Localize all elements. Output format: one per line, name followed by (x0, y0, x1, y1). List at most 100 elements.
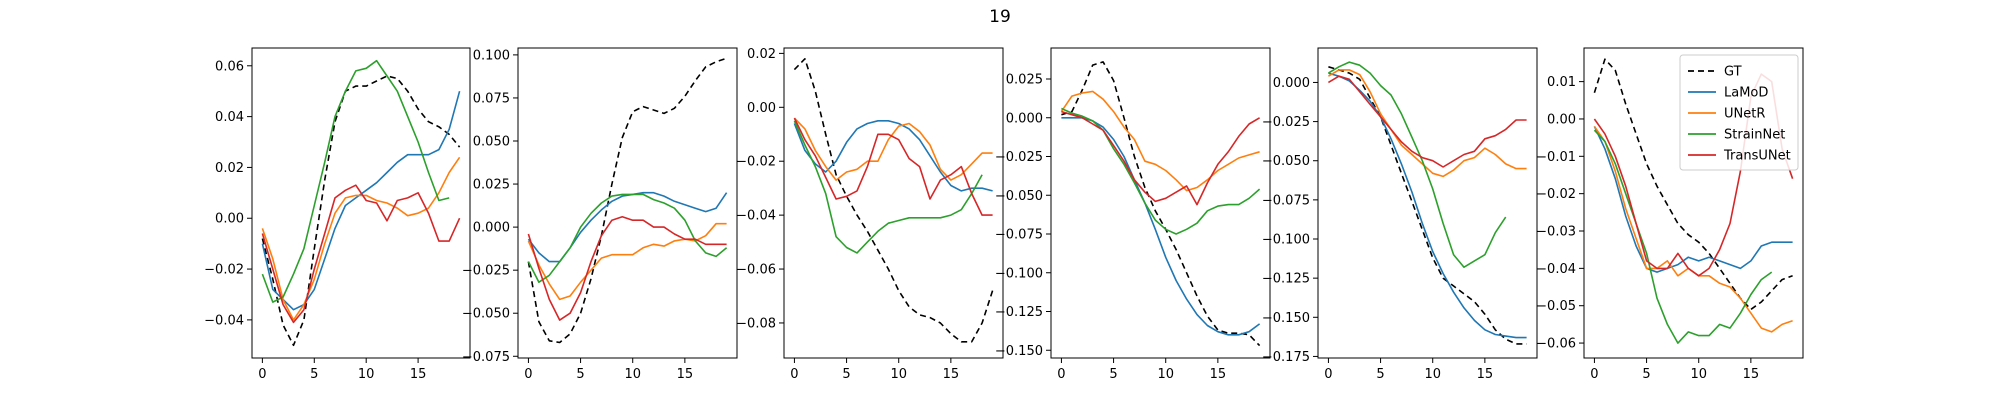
y-tick-label: −0.050 (995, 189, 1043, 204)
x-tick-label: 0 (1590, 367, 1598, 382)
y-tick-label: 0.06 (215, 59, 244, 74)
series-line-unetr (793, 117, 993, 181)
legend-label-lamod: LaMoD (1724, 86, 1768, 101)
series-line-strainnet (1061, 107, 1261, 235)
y-tick-label: −0.04 (736, 209, 776, 224)
y-tick-label: 0.00 (747, 101, 776, 116)
legend: GT LaMoD UNetR StrainNet TransUNet (1679, 54, 1799, 171)
y-tick-label: −0.025 (1262, 115, 1310, 130)
series-line-transunet (793, 117, 993, 216)
y-tick-label: 0.025 (1006, 73, 1043, 88)
y-tick-label: −0.08 (736, 316, 776, 331)
y-tick-label: −0.06 (1536, 337, 1576, 352)
y-tick-label: −0.075 (1262, 193, 1310, 208)
subplot-2: 0 5 10 15 −0.075 −0.050 −0.025 0.000 0.025 0.050 0… (462, 47, 738, 382)
x-tick-label: 5 (310, 367, 318, 382)
x-tick-label: 5 (842, 367, 850, 382)
series-line-lamod (793, 120, 993, 192)
x-tick-label: 15 (1477, 367, 1494, 382)
axes-frame (1317, 47, 1538, 359)
series-line-transunet (1327, 75, 1527, 168)
series-line-transunet (1061, 110, 1261, 206)
y-tick-label: 0.025 (473, 178, 510, 193)
y-tick-label: −0.025 (995, 150, 1043, 165)
legend-label-transunet: TransUNet (1723, 149, 1791, 164)
legend-label-gt: GT (1724, 65, 1742, 80)
axes-frame (251, 47, 471, 359)
y-tick-label: 0.04 (215, 110, 244, 125)
series-line-lamod (527, 191, 728, 263)
x-tick-label: 0 (524, 367, 532, 382)
axes-frame (1583, 47, 1804, 359)
series-line-transunet (527, 216, 727, 321)
axes-frame (1050, 47, 1271, 359)
x-tick-label: 0 (1057, 367, 1065, 382)
y-tick-label: −0.06 (736, 263, 776, 278)
x-tick-label: 15 (677, 367, 694, 382)
x-tick-label: 5 (1376, 367, 1384, 382)
y-tick-label: 0.000 (473, 221, 510, 236)
series-line-gt (261, 75, 461, 347)
series-line-unetr (261, 156, 461, 321)
x-tick-label: 15 (1210, 367, 1227, 382)
y-tick-label: −0.100 (995, 266, 1043, 281)
y-tick-label: 0.02 (215, 161, 244, 176)
y-tick-label: −0.050 (1262, 154, 1310, 169)
y-tick-label: −0.01 (1536, 150, 1576, 165)
series-line-strainnet (1327, 61, 1507, 268)
y-tick-label: −0.03 (1536, 225, 1576, 240)
x-tick-label: 10 (1690, 367, 1707, 382)
x-tick-label: 5 (1642, 367, 1650, 382)
x-tick-label: 0 (790, 367, 798, 382)
x-tick-label: 5 (576, 367, 584, 382)
y-tick-label: 0.075 (473, 91, 510, 106)
y-tick-label: 0.100 (473, 48, 510, 63)
y-tick-label: −0.02 (1536, 187, 1576, 202)
y-tick-label: −0.150 (1262, 311, 1310, 326)
y-tick-label: 0.00 (215, 212, 244, 227)
legend-label-unetr: UNetR (1724, 107, 1765, 122)
y-tick-label: −0.125 (1262, 272, 1310, 287)
x-tick-label: 10 (1424, 367, 1441, 382)
subplot-grid: 0 5 10 15 −0.04 −0.02 0.00 0.02 0.04 0.06 0 5 10 15 −0… (204, 47, 1804, 382)
y-tick-label: −0.04 (204, 313, 244, 328)
y-tick-label: −0.175 (1262, 350, 1310, 365)
y-tick-label: −0.025 (462, 264, 510, 279)
series-line-unetr (1060, 90, 1260, 192)
series-line-strainnet (527, 193, 728, 283)
y-tick-label: 0.050 (473, 135, 510, 150)
series-line-gt (527, 57, 727, 344)
series-line-gt (1328, 66, 1527, 345)
x-tick-label: 10 (358, 367, 375, 382)
subplot-5: 0 5 10 15 −0.175 −0.150 −0.125 −0.100 −0.075 −0.0… (1262, 47, 1538, 382)
x-tick-label: 0 (258, 367, 266, 382)
series-line-lamod (1593, 126, 1793, 273)
x-tick-label: 10 (1157, 367, 1174, 382)
y-tick-label: 0.000 (1273, 76, 1310, 91)
legend-label-strainnet: StrainNet (1724, 128, 1785, 143)
y-tick-label: 0.02 (747, 47, 776, 62)
y-tick-label: −0.125 (995, 305, 1043, 320)
series-line-unetr (1327, 69, 1527, 178)
y-tick-label: −0.04 (1536, 262, 1576, 277)
y-tick-label: −0.05 (1536, 299, 1576, 314)
series-line-unetr (527, 222, 727, 301)
y-tick-label: −0.100 (1262, 233, 1310, 248)
legend-box (1679, 54, 1799, 171)
axes-frame (783, 47, 1004, 359)
y-tick-label: −0.02 (204, 263, 244, 278)
y-tick-label: −0.02 (736, 155, 776, 170)
y-tick-label: −0.075 (462, 350, 510, 365)
figure-title: 19 (989, 7, 1011, 27)
x-tick-label: 0 (1324, 367, 1332, 382)
subplot-1: 0 5 10 15 −0.04 −0.02 0.00 0.02 0.04 0.06 (204, 47, 471, 382)
x-tick-label: 10 (624, 367, 641, 382)
axes-frame (517, 47, 738, 359)
series-line-strainnet (793, 120, 983, 254)
series-line-gt (1061, 61, 1261, 347)
x-tick-label: 15 (1743, 367, 1760, 382)
y-tick-label: −0.150 (995, 344, 1043, 359)
series-line-transunet (261, 184, 461, 324)
y-tick-label: −0.075 (995, 228, 1043, 243)
